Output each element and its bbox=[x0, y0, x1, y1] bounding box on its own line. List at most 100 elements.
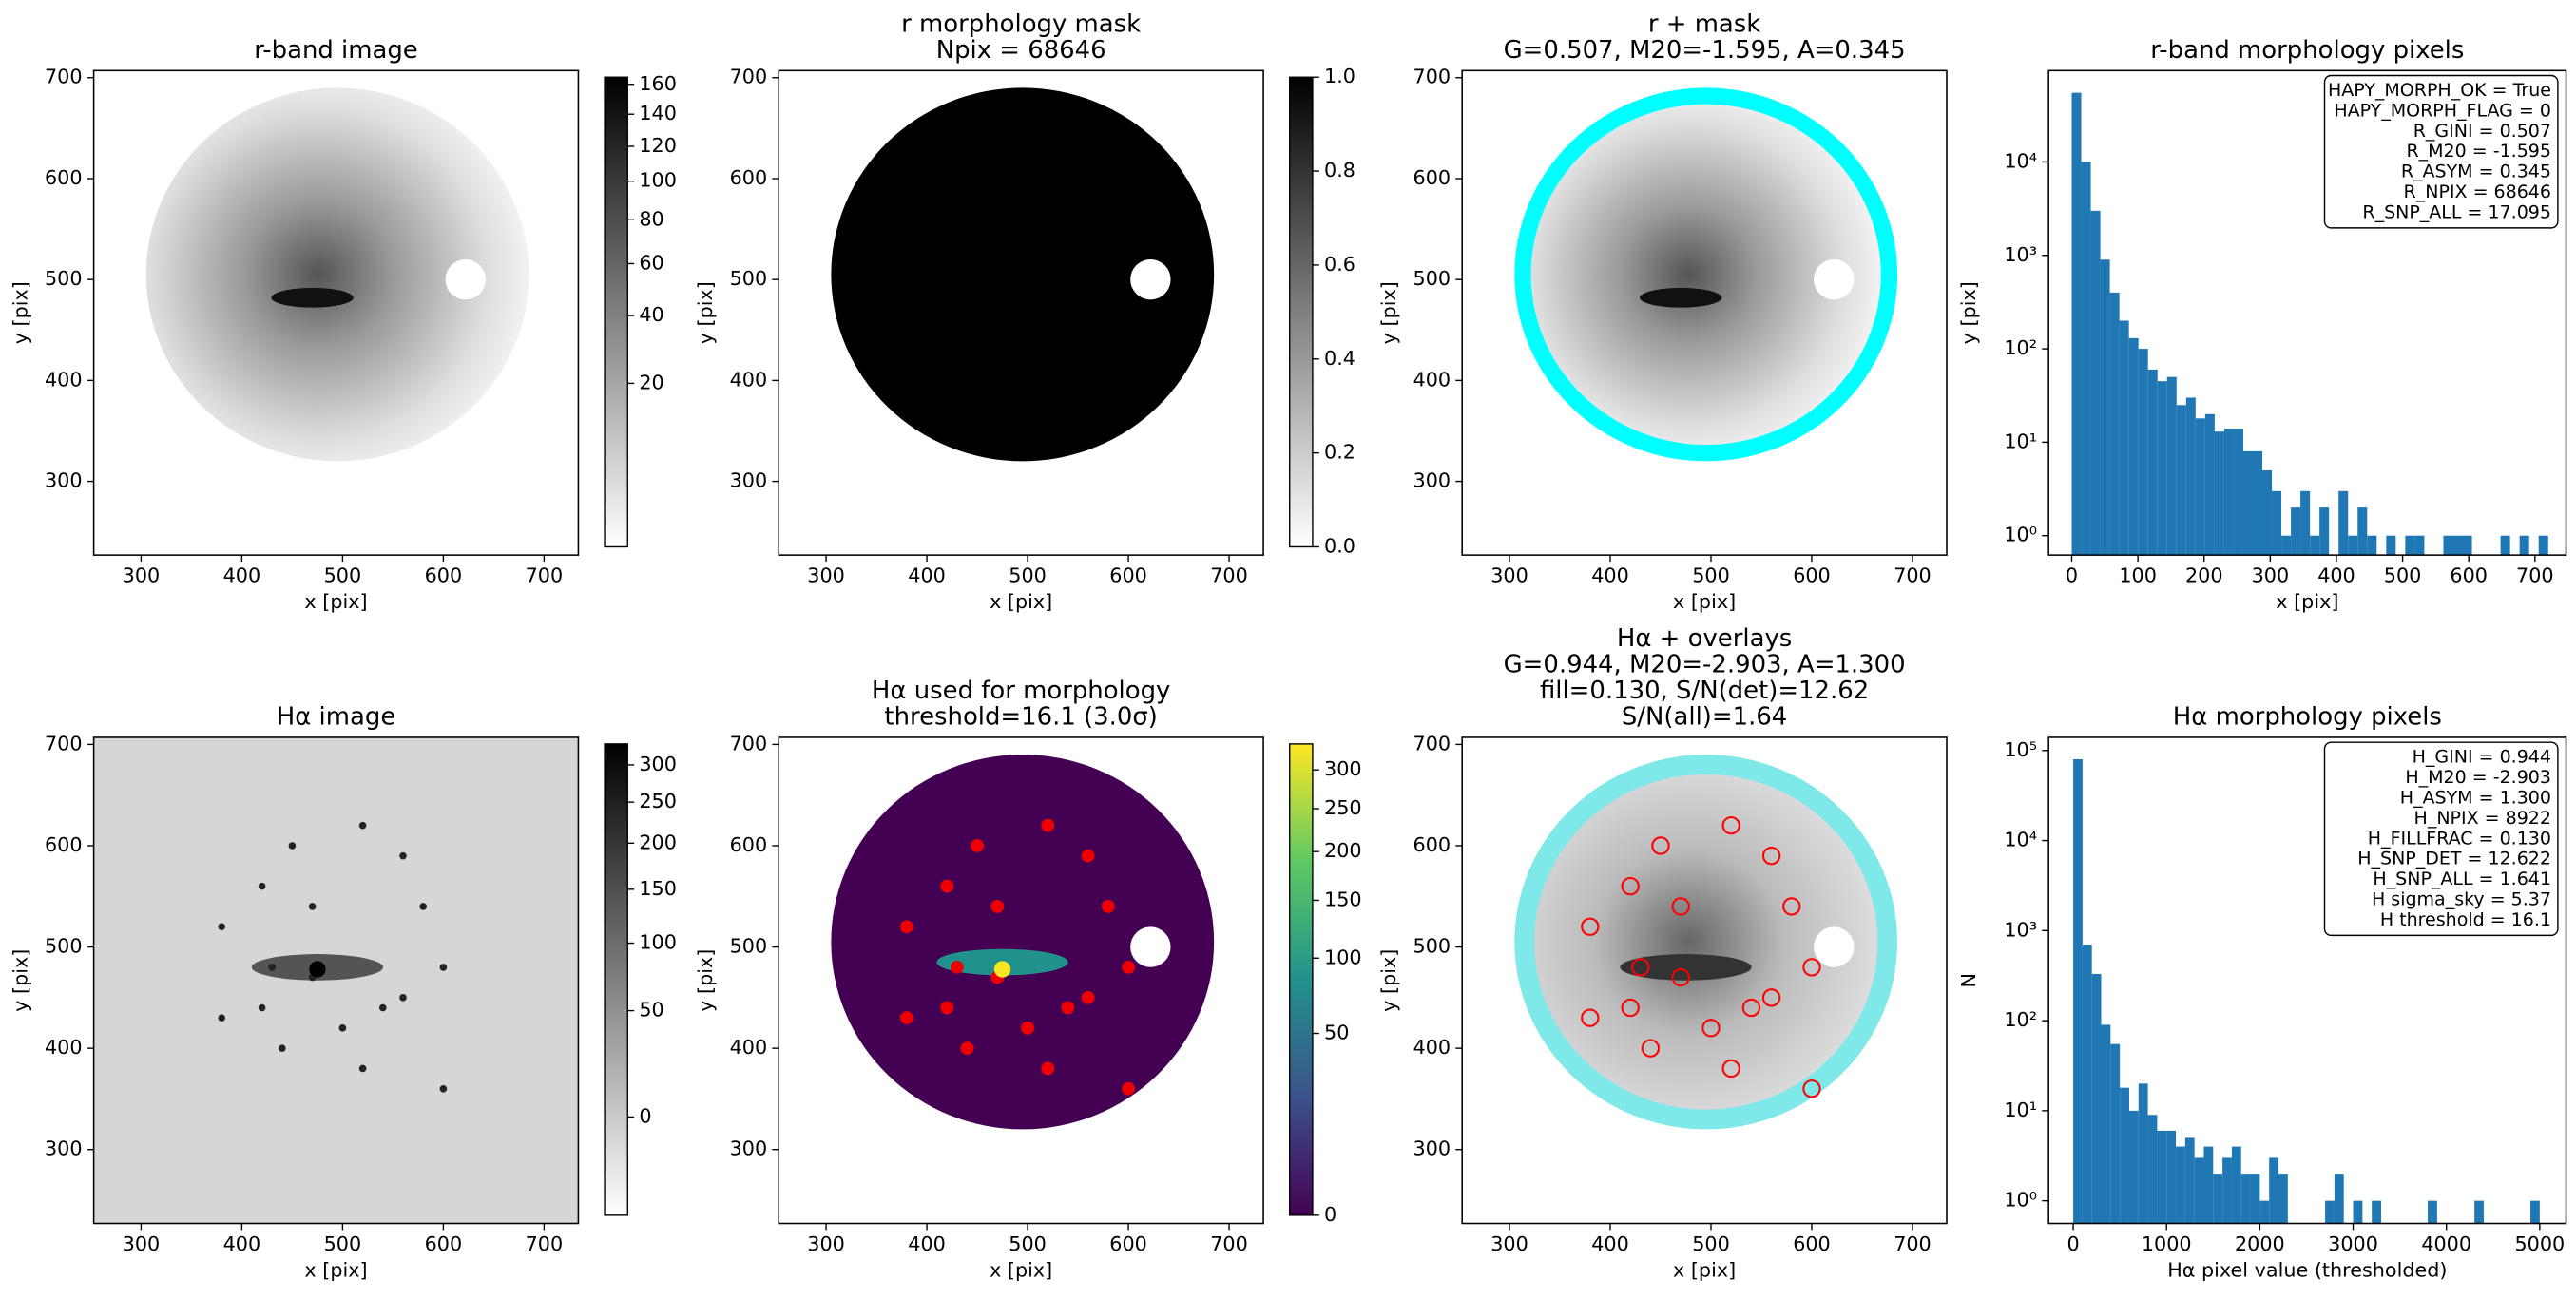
y-axis-label: y [pix] bbox=[10, 949, 32, 1012]
emission-knot bbox=[258, 1003, 266, 1012]
bar bbox=[2259, 1200, 2270, 1224]
bar bbox=[2530, 1200, 2540, 1224]
y-axis-label: y [pix] bbox=[1377, 281, 1400, 344]
axes-frame bbox=[2047, 69, 2567, 556]
axes-frame bbox=[1461, 69, 1948, 556]
x-tick-label: 300 bbox=[807, 564, 845, 587]
x-tick-label: 300 bbox=[2252, 564, 2290, 587]
contour bbox=[1621, 998, 1640, 1018]
annotation-line: H_SNP_DET = 12.622 bbox=[2357, 849, 2551, 869]
emission-knot bbox=[1122, 1081, 1135, 1096]
bar bbox=[2176, 405, 2186, 556]
x-tick-label: 700 bbox=[1894, 1232, 1932, 1255]
bar bbox=[2166, 1130, 2177, 1224]
plot-area bbox=[1514, 755, 1898, 1130]
plot-area bbox=[831, 755, 1215, 1130]
bar bbox=[2319, 507, 2330, 556]
x-tick-label: 400 bbox=[1591, 1232, 1629, 1255]
annotation-line: H_GINI = 0.944 bbox=[2413, 747, 2551, 768]
x-tick-label: 0 bbox=[2067, 1232, 2079, 1255]
bar bbox=[2214, 431, 2224, 556]
bar bbox=[2223, 429, 2234, 556]
panel: r-band image 300 400 500 600 700 300 400 500 600 7… bbox=[10, 36, 677, 613]
contour bbox=[1581, 917, 1600, 936]
emission-knot bbox=[960, 1041, 974, 1056]
y-tick-label: 700 bbox=[45, 66, 83, 88]
colorbar-tick-label: 200 bbox=[639, 831, 677, 853]
emission-knot bbox=[419, 903, 427, 910]
emission-knot bbox=[309, 961, 326, 978]
bar bbox=[2281, 535, 2292, 556]
x-tick-label: 200 bbox=[2185, 564, 2223, 587]
bar bbox=[2185, 397, 2196, 556]
bar bbox=[2231, 1146, 2241, 1224]
emission-knot bbox=[308, 903, 317, 910]
emission-knot bbox=[439, 964, 448, 971]
bar bbox=[2272, 490, 2282, 556]
x-tick-label: 700 bbox=[526, 1232, 564, 1255]
y-axis-label: y [pix] bbox=[694, 949, 717, 1012]
bar bbox=[2443, 535, 2453, 556]
panel-title: S/N(all)=1.64 bbox=[1622, 703, 1787, 732]
y-tick-label: 500 bbox=[45, 267, 83, 290]
x-tick-label: 500 bbox=[1009, 564, 1047, 587]
bar bbox=[2204, 413, 2215, 556]
annotation-line: R_M20 = -1.595 bbox=[2406, 141, 2551, 162]
x-tick-label: 300 bbox=[1490, 564, 1528, 587]
x-tick-label: 600 bbox=[1793, 1232, 1831, 1255]
bar bbox=[2128, 337, 2139, 556]
x-tick-label: 500 bbox=[2384, 564, 2422, 587]
emission-knot bbox=[439, 1084, 448, 1093]
y-tick-label: 300 bbox=[45, 1137, 83, 1160]
colorbar bbox=[604, 743, 628, 1216]
bar bbox=[2269, 1157, 2279, 1224]
panel-title: G=0.944, M20=-2.903, A=1.300 bbox=[1504, 650, 1906, 678]
y-axis-label: y [pix] bbox=[1377, 949, 1400, 1012]
bar bbox=[2157, 381, 2167, 556]
panel-title: r-band image bbox=[254, 36, 417, 65]
x-axis-label: x [pix] bbox=[990, 1259, 1052, 1282]
plot-area bbox=[145, 87, 529, 462]
x-tick-label: 400 bbox=[2317, 564, 2355, 587]
emission-knot bbox=[940, 1001, 954, 1015]
bar bbox=[2101, 1024, 2111, 1224]
y-tick-label: 700 bbox=[730, 66, 768, 88]
bar bbox=[2325, 1200, 2335, 1224]
image-background bbox=[93, 736, 579, 1224]
y-tick-label: 300 bbox=[45, 469, 83, 492]
x-tick-label: 3000 bbox=[2328, 1232, 2378, 1255]
x-tick-label: 700 bbox=[1210, 1232, 1248, 1255]
y-tick-label: 400 bbox=[45, 1036, 83, 1059]
plot-area bbox=[2073, 758, 2540, 1224]
y-tick-label: 500 bbox=[1413, 267, 1451, 290]
x-tick-label: 400 bbox=[1591, 564, 1629, 587]
bar bbox=[2353, 1200, 2363, 1224]
bar bbox=[2348, 535, 2358, 556]
emission-knot bbox=[971, 839, 984, 852]
bar bbox=[2428, 1200, 2437, 1224]
panel-title: Npix = 68646 bbox=[936, 36, 1106, 65]
bar bbox=[2538, 535, 2548, 556]
emission-knot bbox=[1041, 1061, 1055, 1076]
y-tick-label: 10⁴ bbox=[2004, 149, 2037, 172]
galaxy bbox=[1530, 104, 1881, 446]
y-tick-label: 700 bbox=[1413, 732, 1451, 755]
bar bbox=[2110, 1043, 2121, 1224]
colorbar-tick-label: 0 bbox=[639, 1104, 651, 1127]
annotation-line: R_GINI = 0.507 bbox=[2413, 121, 2551, 142]
y-tick-label: 700 bbox=[1413, 66, 1451, 88]
axes-frame bbox=[2047, 736, 2567, 1225]
y-tick-label: 300 bbox=[730, 1137, 768, 1160]
bar bbox=[271, 287, 354, 308]
y-tick-label: 600 bbox=[45, 166, 83, 189]
bar bbox=[2147, 1115, 2158, 1224]
axes-frame bbox=[1461, 736, 1948, 1225]
x-tick-label: 0 bbox=[2066, 564, 2078, 587]
x-axis-label: Hα pixel value (thresholded) bbox=[2167, 1259, 2447, 1282]
x-axis-label: x [pix] bbox=[2276, 590, 2338, 613]
contour bbox=[1721, 1059, 1740, 1079]
contour bbox=[1651, 836, 1670, 855]
bar bbox=[2100, 259, 2110, 556]
colorbar-tick-label: 80 bbox=[639, 207, 663, 230]
